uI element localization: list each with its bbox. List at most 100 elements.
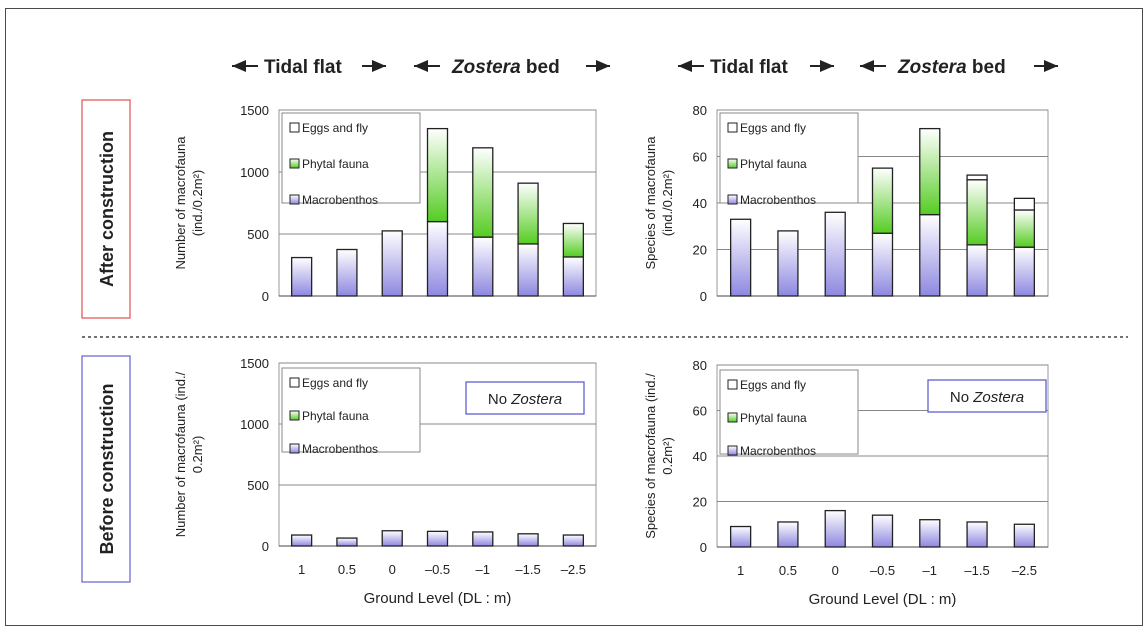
legend-swatch	[727, 412, 738, 423]
legend-swatch	[727, 379, 738, 390]
y-tick-label: 1000	[240, 417, 269, 432]
y-tick-label: 60	[693, 404, 707, 419]
bar-eggs-and-fly	[1013, 197, 1036, 211]
chart-after-number: 0 500 1000 1500 Number of macrofauna (ind./0.…	[173, 103, 597, 304]
inset-no-zostera-number: No Zostera	[465, 381, 585, 415]
bar-macrobenthos	[290, 256, 313, 297]
bar-phytal-fauna	[966, 179, 988, 246]
y-tick-label: 40	[693, 449, 707, 464]
legend-box	[281, 112, 421, 204]
x-tick-label: –1.5	[515, 562, 540, 577]
x-tick-label: –0.5	[425, 562, 450, 577]
legend-box	[281, 367, 421, 453]
bar-macrobenthos	[1013, 523, 1036, 548]
bar-macrobenthos	[966, 244, 988, 297]
y-tick-label: 20	[693, 243, 707, 258]
x-tick-label: –1	[476, 562, 490, 577]
y-axis-label: Number of macrofauna (ind./0.2m²)	[173, 136, 205, 270]
legend-swatch	[289, 410, 300, 421]
legend-label: Phytal fauna	[740, 411, 807, 425]
header-right: Tidal flat Zostera bed	[678, 57, 1058, 78]
bar-macrobenthos	[517, 533, 539, 547]
x-tick-label: 1	[298, 562, 305, 577]
bar-macrobenthos	[336, 537, 358, 547]
y-axis-label-line: Species of macrofauna	[643, 136, 658, 270]
bar-phytal-fauna	[472, 147, 494, 238]
header-left: Tidal flat Zostera bed	[232, 57, 610, 78]
y-axis-label-line: Number of macrofauna (ind./	[173, 371, 188, 537]
legend-label: Eggs and fly	[740, 121, 806, 135]
bar-macrobenthos	[729, 525, 752, 548]
x-tick-label: 0.5	[338, 562, 356, 577]
bar-macrobenthos	[966, 521, 988, 548]
legend-swatch	[727, 445, 738, 456]
bar-macrobenthos	[777, 230, 799, 297]
y-axis-label: Number of macrofauna (ind./0.2m²)	[173, 371, 205, 537]
inset-no-zostera-species: No Zostera	[927, 379, 1047, 413]
y-tick-label: 1500	[240, 356, 269, 371]
row-label-before-text: Before construction	[97, 383, 117, 554]
legend-box	[719, 369, 859, 455]
bar-macrobenthos	[729, 218, 752, 297]
bar-phytal-fauna	[919, 127, 941, 216]
x-tick-label: 1	[737, 563, 744, 578]
bar-phytal-fauna	[517, 182, 539, 245]
inset-box	[465, 381, 585, 415]
x-tick-label: –1	[923, 563, 937, 578]
header-tidal-flat: Tidal flat	[264, 57, 342, 78]
header-zostera-bed: Zostera bed	[897, 57, 1006, 78]
y-tick-label: 0	[700, 540, 707, 555]
bar-macrobenthos	[336, 248, 358, 297]
x-axis-label: Ground Level (DL : m)	[809, 591, 957, 608]
bar-eggs-and-fly	[966, 174, 988, 181]
bar-macrobenthos	[871, 514, 894, 548]
bar-macrobenthos	[290, 534, 313, 547]
legend-label: Phytal fauna	[302, 157, 369, 171]
legend: Eggs and fly Phytal fauna Macrobenthos	[281, 112, 421, 207]
legend-label: Eggs and fly	[302, 121, 368, 135]
header-zostera-bed: Zostera bed	[451, 57, 560, 78]
y-tick-label: 80	[693, 358, 707, 373]
x-tick-label: 0	[832, 563, 839, 578]
bar-phytal-fauna	[1013, 209, 1036, 248]
legend: Eggs and fly Phytal fauna Macrobenthos	[281, 367, 421, 456]
legend-swatch	[289, 158, 300, 169]
legend-label: Macrobenthos	[302, 193, 378, 207]
y-tick-label: 0	[700, 289, 707, 304]
inset-text: No Zostera	[950, 389, 1024, 406]
legend-swatch	[289, 377, 300, 388]
bar-macrobenthos	[871, 232, 894, 297]
legend: Eggs and fly Phytal fauna Macrobenthos	[719, 369, 859, 458]
inset-box	[927, 379, 1047, 413]
x-tick-label: 0.5	[779, 563, 797, 578]
bar-macrobenthos	[562, 534, 585, 547]
legend-label: Macrobenthos	[740, 193, 816, 207]
y-tick-label: 1500	[240, 103, 269, 118]
y-axis-label-line: 0.2m²)	[190, 436, 205, 474]
y-tick-label: 20	[693, 495, 707, 510]
row-label-after-text: After construction	[97, 131, 117, 287]
legend-swatch	[727, 158, 738, 169]
legend-label: Eggs and fly	[302, 376, 368, 390]
row-label-after-box	[81, 99, 131, 319]
y-axis-label: Species of macrofauna (ind./0.2m²)	[643, 373, 675, 539]
legend-label: Phytal fauna	[740, 157, 807, 171]
header-tidal-flat: Tidal flat	[710, 57, 788, 78]
y-tick-label: 500	[247, 478, 269, 493]
bar-macrobenthos	[777, 521, 799, 548]
y-tick-label: 0	[262, 289, 269, 304]
legend-swatch	[727, 122, 738, 133]
bar-macrobenthos	[919, 213, 941, 297]
x-axis-label: Ground Level (DL : m)	[364, 590, 512, 607]
legend-label: Macrobenthos	[302, 442, 378, 456]
x-tick-label: 0	[389, 562, 396, 577]
bar-macrobenthos	[472, 531, 494, 547]
bar-macrobenthos	[1013, 246, 1036, 297]
bar-macrobenthos	[426, 530, 449, 547]
y-axis-label-line: Species of macrofauna (ind./	[643, 373, 658, 539]
legend-swatch	[289, 443, 300, 454]
legend: Eggs and fly Phytal fauna Macrobenthos	[719, 112, 859, 207]
inset-text: No Zostera	[488, 391, 562, 408]
bar-phytal-fauna	[426, 127, 449, 223]
